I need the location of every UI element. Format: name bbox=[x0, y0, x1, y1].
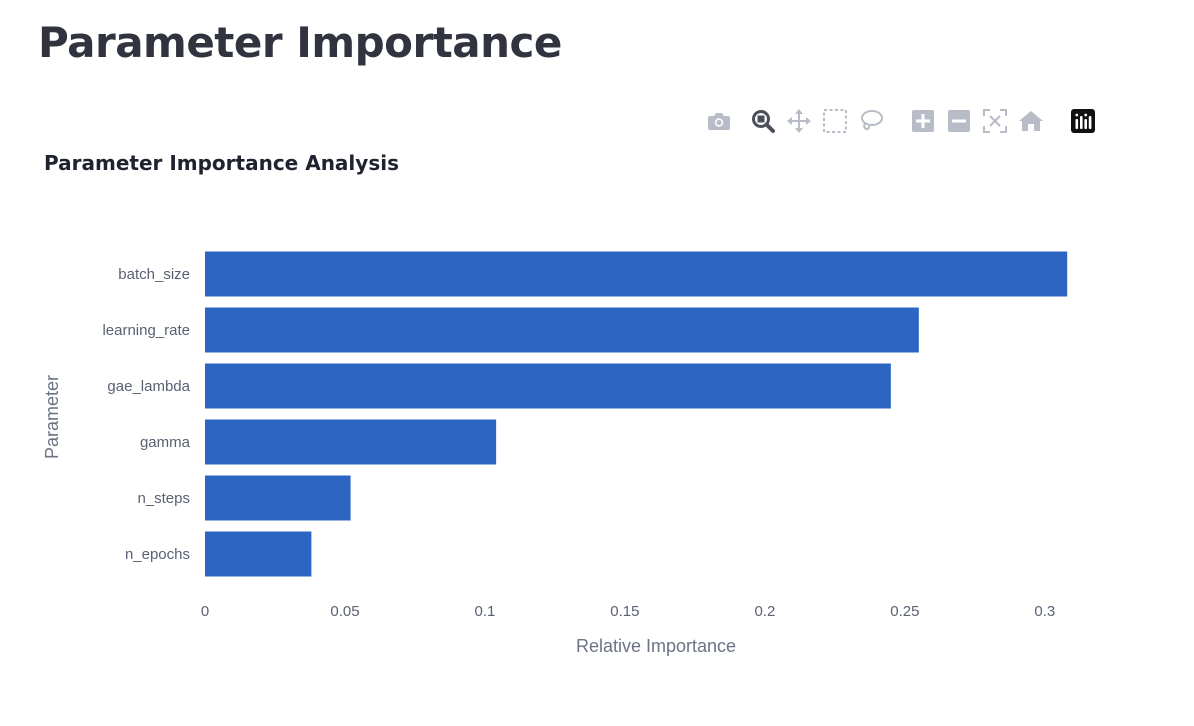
camera-icon[interactable] bbox=[704, 106, 734, 136]
x-tick-label: 0 bbox=[201, 603, 209, 620]
x-tick-label: 0.25 bbox=[890, 603, 919, 620]
x-tick-label: 0.15 bbox=[610, 603, 639, 620]
y-tick-label: gamma bbox=[140, 434, 191, 451]
x-tick-labels: 0 0.05 0.1 0.15 0.2 0.25 0.3 bbox=[201, 603, 1055, 620]
bar-learning-rate[interactable] bbox=[205, 307, 919, 353]
plotly-logo-icon[interactable] bbox=[1068, 106, 1098, 136]
bar-chart: Parameter Importance Analysis batch_size… bbox=[42, 151, 1068, 656]
zoom-in-icon[interactable] bbox=[908, 106, 938, 136]
box-select-icon[interactable] bbox=[820, 106, 850, 136]
y-tick-label: gae_lambda bbox=[107, 378, 190, 395]
y-axis-title: Parameter bbox=[42, 375, 62, 459]
reset-axes-icon[interactable] bbox=[1016, 106, 1046, 136]
bar-batch-size[interactable] bbox=[205, 251, 1068, 297]
chart-modebar bbox=[704, 106, 1104, 136]
x-tick-label: 0.1 bbox=[475, 603, 496, 620]
zoom-icon[interactable] bbox=[748, 106, 778, 136]
x-tick-label: 0.05 bbox=[330, 603, 359, 620]
autoscale-icon[interactable] bbox=[980, 106, 1010, 136]
bars-group bbox=[205, 251, 1068, 577]
chart-title: Parameter Importance Analysis bbox=[44, 151, 399, 175]
y-tick-label: n_steps bbox=[137, 490, 190, 507]
bar-gae-lambda[interactable] bbox=[205, 363, 891, 409]
y-tick-label: n_epochs bbox=[125, 546, 190, 563]
bar-n-epochs[interactable] bbox=[205, 531, 312, 577]
x-axis-title: Relative Importance bbox=[576, 636, 736, 656]
y-tick-label: learning_rate bbox=[102, 322, 190, 339]
bar-n-steps[interactable] bbox=[205, 475, 351, 521]
pan-icon[interactable] bbox=[784, 106, 814, 136]
bar-gamma[interactable] bbox=[205, 419, 497, 465]
y-tick-label: batch_size bbox=[118, 266, 190, 283]
x-tick-label: 0.2 bbox=[754, 603, 775, 620]
x-tick-label: 0.3 bbox=[1034, 603, 1055, 620]
page-title: Parameter Importance bbox=[38, 18, 562, 67]
zoom-out-icon[interactable] bbox=[944, 106, 974, 136]
lasso-select-icon[interactable] bbox=[856, 106, 886, 136]
